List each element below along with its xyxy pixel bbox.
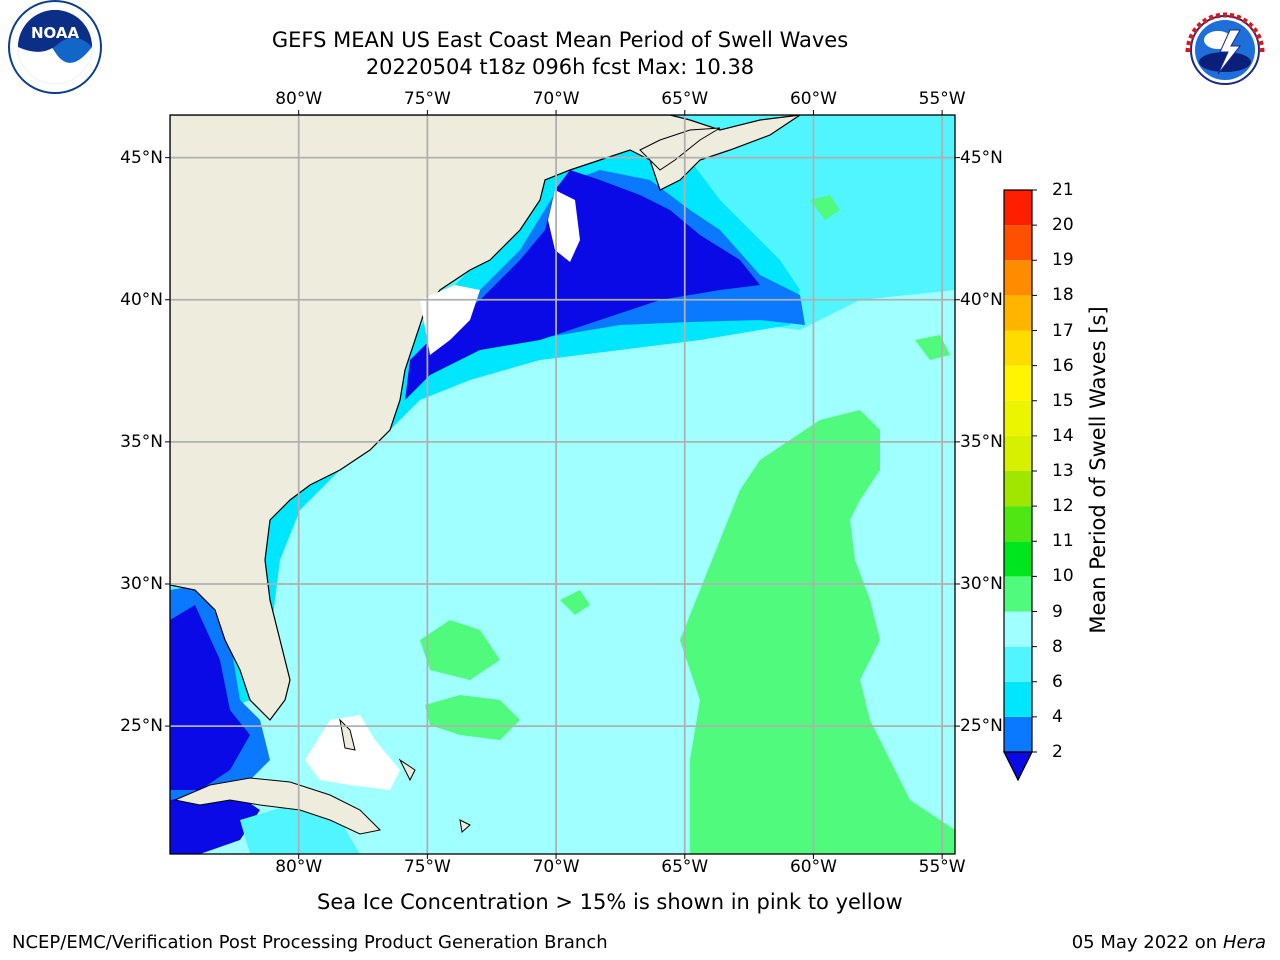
lat-label: 35°N (120, 431, 163, 452)
lon-label: 55°W (918, 857, 966, 877)
colorbar-segment (1004, 681, 1032, 717)
colorbar-tick-label: 4 (1052, 706, 1063, 727)
footer-machine: Hera (1222, 932, 1266, 953)
colorbar-tick-label: 9 (1052, 601, 1063, 622)
lon-label: 75°W (403, 857, 451, 877)
noaa-logo-text: NOAA (31, 24, 80, 42)
colorbar-segment (1004, 190, 1032, 226)
lon-label: 65°W (661, 89, 709, 109)
colorbar-tick-label: 16 (1052, 355, 1074, 376)
colorbar-segment (1004, 260, 1032, 296)
swell-field-below-2 (405, 170, 760, 400)
colorbar-tick-label: 21 (1052, 180, 1074, 200)
colorbar-segment (1004, 611, 1032, 647)
footer-branch: NCEP/EMC/Verification Post Processing Pr… (12, 932, 608, 953)
colorbar-segment (1004, 716, 1032, 752)
lat-label: 45°N (960, 147, 1003, 168)
lon-label: 60°W (789, 89, 837, 109)
lon-label: 70°W (532, 857, 580, 877)
lat-label: 30°N (120, 573, 163, 594)
colorbar-title: Mean Period of Swell Waves [s] (1086, 306, 1110, 634)
colorbar-segment (1004, 576, 1032, 612)
colorbar-segment (1004, 435, 1032, 471)
lon-label: 80°W (275, 89, 323, 109)
colorbar-tick-label: 8 (1052, 636, 1063, 657)
colorbar-tick-label: 13 (1052, 461, 1074, 481)
footer-date: 05 May 2022 on Hera (1072, 932, 1266, 953)
map-frame (169, 114, 956, 855)
colorbar-segment (1004, 330, 1032, 366)
lon-label: 65°W (661, 857, 709, 877)
lat-label: 30°N (960, 573, 1003, 594)
colorbar-segment (1004, 471, 1032, 507)
colorbar-tick-label: 12 (1052, 496, 1074, 517)
lon-label: 70°W (532, 89, 580, 109)
colorbar-segment (1004, 225, 1032, 261)
land-nova-scotia (639, 127, 721, 171)
colorbar-extend-min (1003, 751, 1033, 782)
land-cuba (173, 777, 382, 835)
colorbar-segment (1004, 295, 1032, 331)
map-tick-marks (165, 110, 960, 859)
colorbar-segment (1004, 400, 1032, 436)
colorbar-tick-label: 15 (1052, 390, 1074, 411)
colorbar (1003, 189, 1037, 782)
footer-on: on (1194, 932, 1218, 953)
lat-label: 40°N (960, 289, 1003, 310)
colorbar-segment (1004, 365, 1032, 401)
swell-field-9-10 (680, 410, 955, 854)
colorbar-tick-label: 20 (1052, 215, 1074, 236)
lat-label: 25°N (960, 716, 1003, 737)
noaa-logo: NOAA (8, 0, 102, 94)
colorbar-tick-label: 6 (1052, 671, 1063, 692)
lon-label: 60°W (789, 857, 837, 877)
lat-label: 45°N (120, 147, 163, 168)
lon-label: 75°W (403, 89, 451, 109)
lat-label: 40°N (120, 289, 163, 310)
map-gridlines (170, 115, 955, 854)
colorbar-segment (1004, 506, 1032, 542)
colorbar-tick-label: 17 (1052, 320, 1074, 341)
colorbar-tick-label: 10 (1052, 566, 1074, 587)
colorbar-tick-label: 11 (1052, 531, 1074, 552)
lon-label: 80°W (275, 857, 323, 877)
colorbar-segment (1004, 541, 1032, 577)
colorbar-segment (1004, 646, 1032, 682)
footer-date-value: 05 May 2022 (1071, 932, 1190, 953)
sea-ice-note: Sea Ice Concentration > 15% is shown in … (317, 890, 903, 914)
chart-subtitle: 20220504 t18z 096h fcst Max: 10.38 (365, 55, 755, 79)
chart-title: GEFS MEAN US East Coast Mean Period of S… (271, 28, 849, 52)
lat-label: 35°N (960, 431, 1003, 452)
colorbar-tick-label: 18 (1052, 285, 1074, 306)
lon-label: 55°W (918, 89, 966, 109)
nws-logo (1177, 2, 1273, 98)
lat-label: 25°N (120, 716, 163, 737)
map-fields (170, 115, 955, 854)
colorbar-tick-label: 14 (1052, 425, 1074, 446)
colorbar-tick-label: 2 (1052, 742, 1063, 762)
colorbar-tick-label: 19 (1052, 250, 1074, 271)
